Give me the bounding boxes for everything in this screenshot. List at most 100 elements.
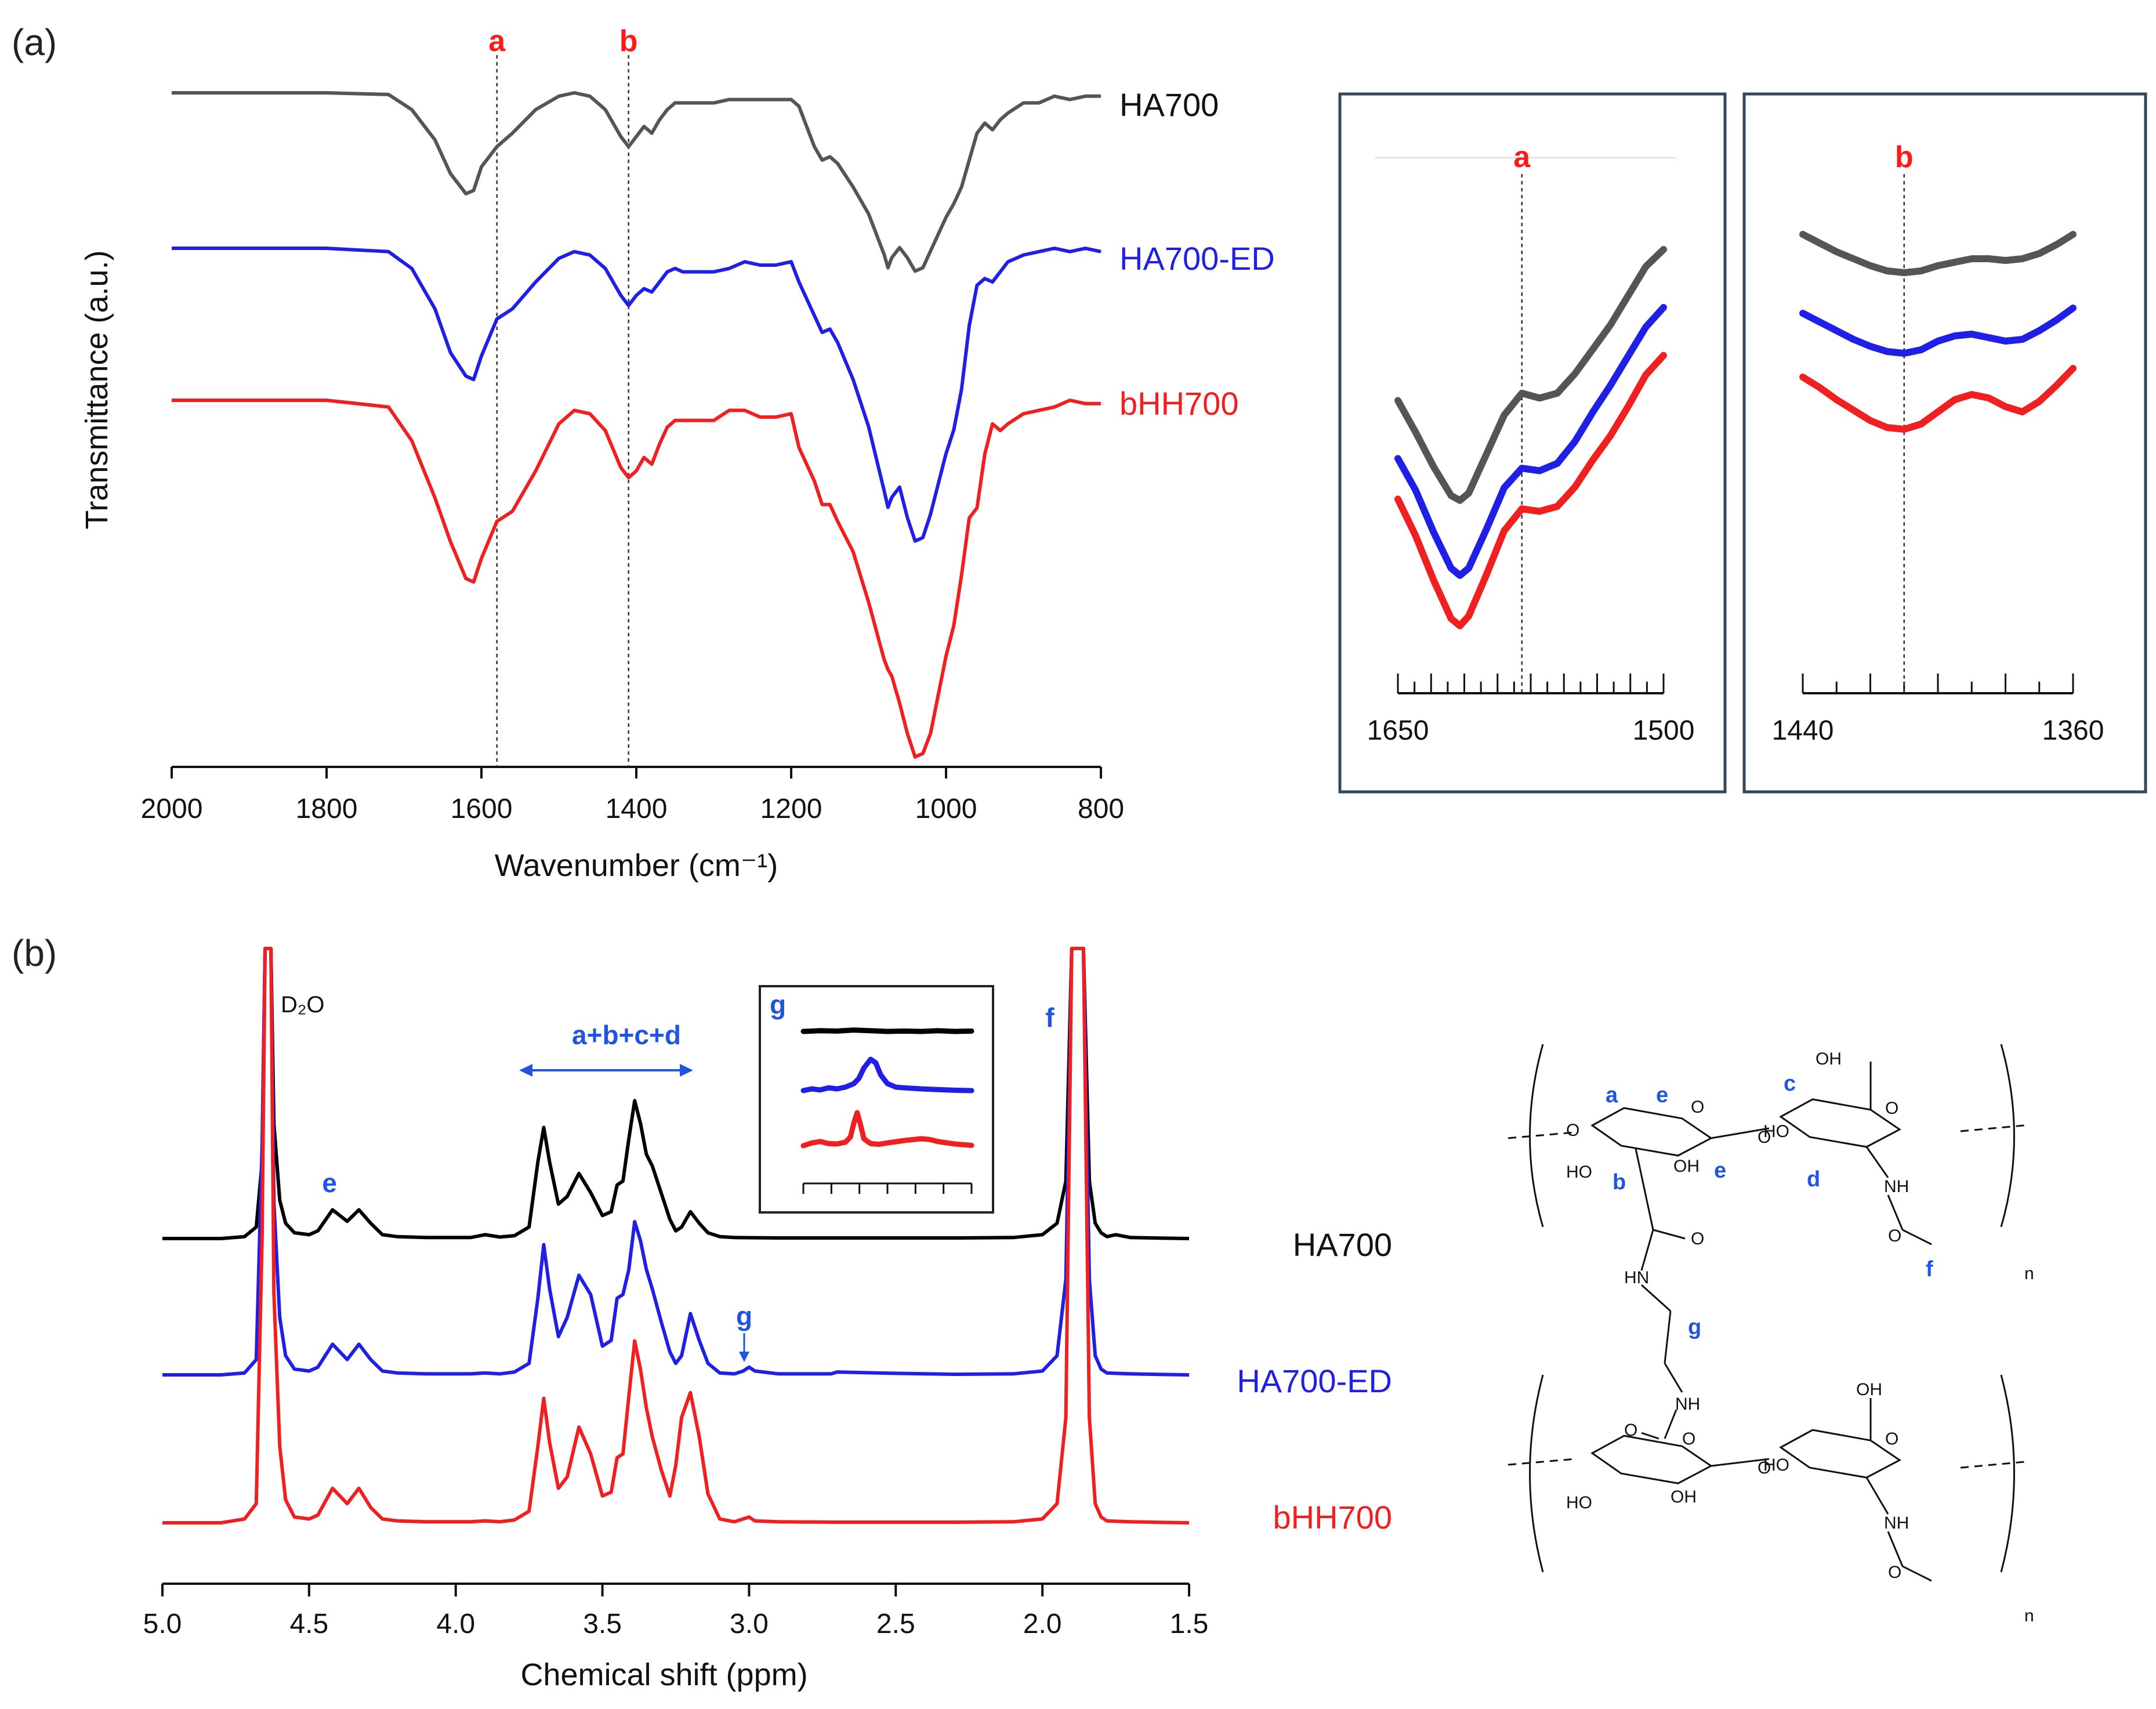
- nmr-label-ha700: HA700: [1293, 1226, 1392, 1263]
- inset-a-line-ha700-ed: [1394, 304, 1667, 579]
- atom-o-lower-10: O: [1888, 1563, 1901, 1582]
- ftir-ticks: 2000 1800 1600 1400 1200 1000 800: [141, 767, 1124, 824]
- inset-a-tick-label-1650: 1650: [1367, 715, 1429, 746]
- linker-bond-4: [1664, 1409, 1677, 1439]
- lower-acetyl-bond: [1887, 1531, 1904, 1567]
- ftir-inset-b: 1440 1360 b: [1742, 92, 2147, 794]
- nmr-peak-label-f: f: [1045, 1002, 1055, 1033]
- atom-o-lower-2: O: [1682, 1429, 1695, 1449]
- ftir-tick-label-800: 800: [1078, 794, 1124, 824]
- range-arrow-left-head: [519, 1064, 532, 1077]
- ftir-label-bhh700: bHH700: [1119, 385, 1238, 422]
- atom-o-lower-8: O: [1885, 1429, 1898, 1449]
- atom-o-upper-8: O: [1885, 1099, 1898, 1118]
- g-arrow-head: [739, 1352, 749, 1362]
- nmr-tick-label-5.0: 5.0: [143, 1609, 182, 1639]
- range-arrow-right-head: [680, 1064, 693, 1077]
- linker-bond-2: [1664, 1310, 1672, 1364]
- nmr-tick-label-1.5: 1.5: [1170, 1609, 1209, 1639]
- atom-ho-lower-5: HO: [1566, 1493, 1592, 1512]
- inset-b-ticks: 1440 1360 b: [1772, 140, 2104, 746]
- atom-o-upper-4: O: [1566, 1121, 1579, 1140]
- lower-ring-2: [1779, 1429, 1901, 1479]
- atom-oh-upper-5: OH: [1673, 1157, 1700, 1176]
- lower-chain-left: [1508, 1458, 1575, 1466]
- ftir-tick-label-1400: 1400: [606, 794, 668, 824]
- lower-bracket-left: [1529, 1374, 1544, 1573]
- inset-g-frame: [759, 985, 994, 1214]
- struct-repeat-n-lower: n: [2024, 1606, 2034, 1625]
- inset-b-tick-label-1440: 1440: [1772, 715, 1834, 746]
- nmr-peak-label-g: g: [736, 1301, 752, 1331]
- nmr-range-arrow: [519, 1064, 693, 1077]
- nmr-label-ha700-ed: HA700-ED: [1237, 1363, 1392, 1399]
- nmr-peak-label-e: e: [322, 1168, 337, 1198]
- atom-o-upper-3: O: [1691, 1098, 1704, 1117]
- ftir-line-ha700-ed: [172, 247, 1101, 543]
- ftir-series-lines: [172, 91, 1101, 759]
- ftir-marker-label-a: a: [488, 24, 506, 58]
- atom-oh-lower-6: OH: [1671, 1487, 1697, 1507]
- inset-b-line-bhh700: [1799, 365, 2077, 433]
- inset-g-ticks: [802, 1182, 973, 1194]
- lower-carbonyl: [1641, 1432, 1659, 1440]
- lower-bracket-right: [2000, 1374, 2015, 1573]
- inset-g-line-ha700: [800, 1027, 974, 1034]
- upper-carbonyl: [1653, 1229, 1686, 1240]
- inset-b-tick-label-1360: 1360: [2042, 715, 2104, 746]
- upper-bracket-right: [2000, 1044, 2015, 1228]
- atom-o-upper-10: O: [1691, 1229, 1704, 1248]
- ftir-y-axis-title: Transmittance (a.u.): [79, 250, 114, 529]
- panel-label-a: (a): [12, 21, 57, 63]
- upper-acetyl-bond: [1887, 1194, 1904, 1230]
- atom-ho-lower-3: HO: [1763, 1455, 1789, 1475]
- inset-a-tick-label-1500: 1500: [1633, 715, 1695, 746]
- ftir-label-ha700: HA700: [1119, 86, 1219, 123]
- inset-b-marker-label: b: [1895, 140, 1914, 174]
- atom-o-lower-4: O: [1624, 1421, 1637, 1440]
- nmr-label-bhh700: bHH700: [1273, 1499, 1392, 1536]
- ftir-marker-label-b: b: [619, 24, 638, 58]
- inset-a-ticks: 1650 1500 a: [1367, 140, 1695, 746]
- struct-label-d: d: [1807, 1167, 1820, 1192]
- atom-hn-11: HN: [1624, 1268, 1649, 1287]
- inset-a-line-ha700: [1394, 246, 1667, 504]
- struct-label-e2: e: [1714, 1158, 1726, 1183]
- lower-chain-right: [1960, 1461, 2025, 1469]
- ftir-tick-label-1600: 1600: [451, 794, 513, 824]
- nmr-inset-g: g: [759, 985, 994, 1214]
- struct-label-g: g: [1688, 1315, 1701, 1339]
- inset-g-line-bhh700: [800, 1110, 974, 1149]
- nmr-tick-label-2.5: 2.5: [876, 1609, 915, 1639]
- nmr-line-ha700: [162, 947, 1190, 1240]
- atom-oh-lower-1: OH: [1856, 1380, 1882, 1399]
- ftir-tick-label-1000: 1000: [915, 794, 977, 824]
- atom-nh-upper-9: NH: [1884, 1177, 1909, 1196]
- atom-o-lower-7: O: [1758, 1458, 1771, 1478]
- nmr-ticks: 5.0 4.5 4.0 3.5 3.0 2.5 2.0 1.5: [143, 1584, 1209, 1639]
- nmr-tick-label-4.5: 4.5: [289, 1609, 328, 1639]
- upper-amide-stem: [1635, 1148, 1654, 1230]
- nmr-g-arrow: [739, 1333, 749, 1362]
- upper-glycosidic-bond: [1711, 1127, 1770, 1139]
- nmr-tick-label-4.0: 4.0: [436, 1609, 475, 1639]
- atom-o-upper-13: O: [1888, 1226, 1901, 1245]
- structure-labels: a e c b e d f g n n OH HO O O OH O HO O …: [1566, 1049, 2034, 1625]
- struct-repeat-n-upper: n: [2024, 1264, 2034, 1283]
- upper-acetyl-methyl: [1902, 1229, 1932, 1245]
- atom-oh-upper-1: OH: [1816, 1049, 1842, 1069]
- inset-a-line-bhh700: [1394, 352, 1667, 629]
- nmr-tick-label-3.5: 3.5: [583, 1609, 622, 1639]
- ftir-x-axis-title: Wavenumber (cm⁻¹): [495, 848, 778, 883]
- inset-a-series-lines: [1394, 246, 1667, 629]
- panel-label-b: (b): [12, 932, 57, 974]
- upper-ring-2: [1779, 1098, 1901, 1148]
- inset-g-label: g: [770, 990, 786, 1020]
- atom-nh-lower-9: NH: [1884, 1514, 1909, 1533]
- atom-ho-upper-7: HO: [1566, 1163, 1592, 1182]
- ftir-tick-label-1800: 1800: [296, 794, 358, 824]
- nmr-peak-label-abcd: a+b+c+d: [572, 1020, 681, 1050]
